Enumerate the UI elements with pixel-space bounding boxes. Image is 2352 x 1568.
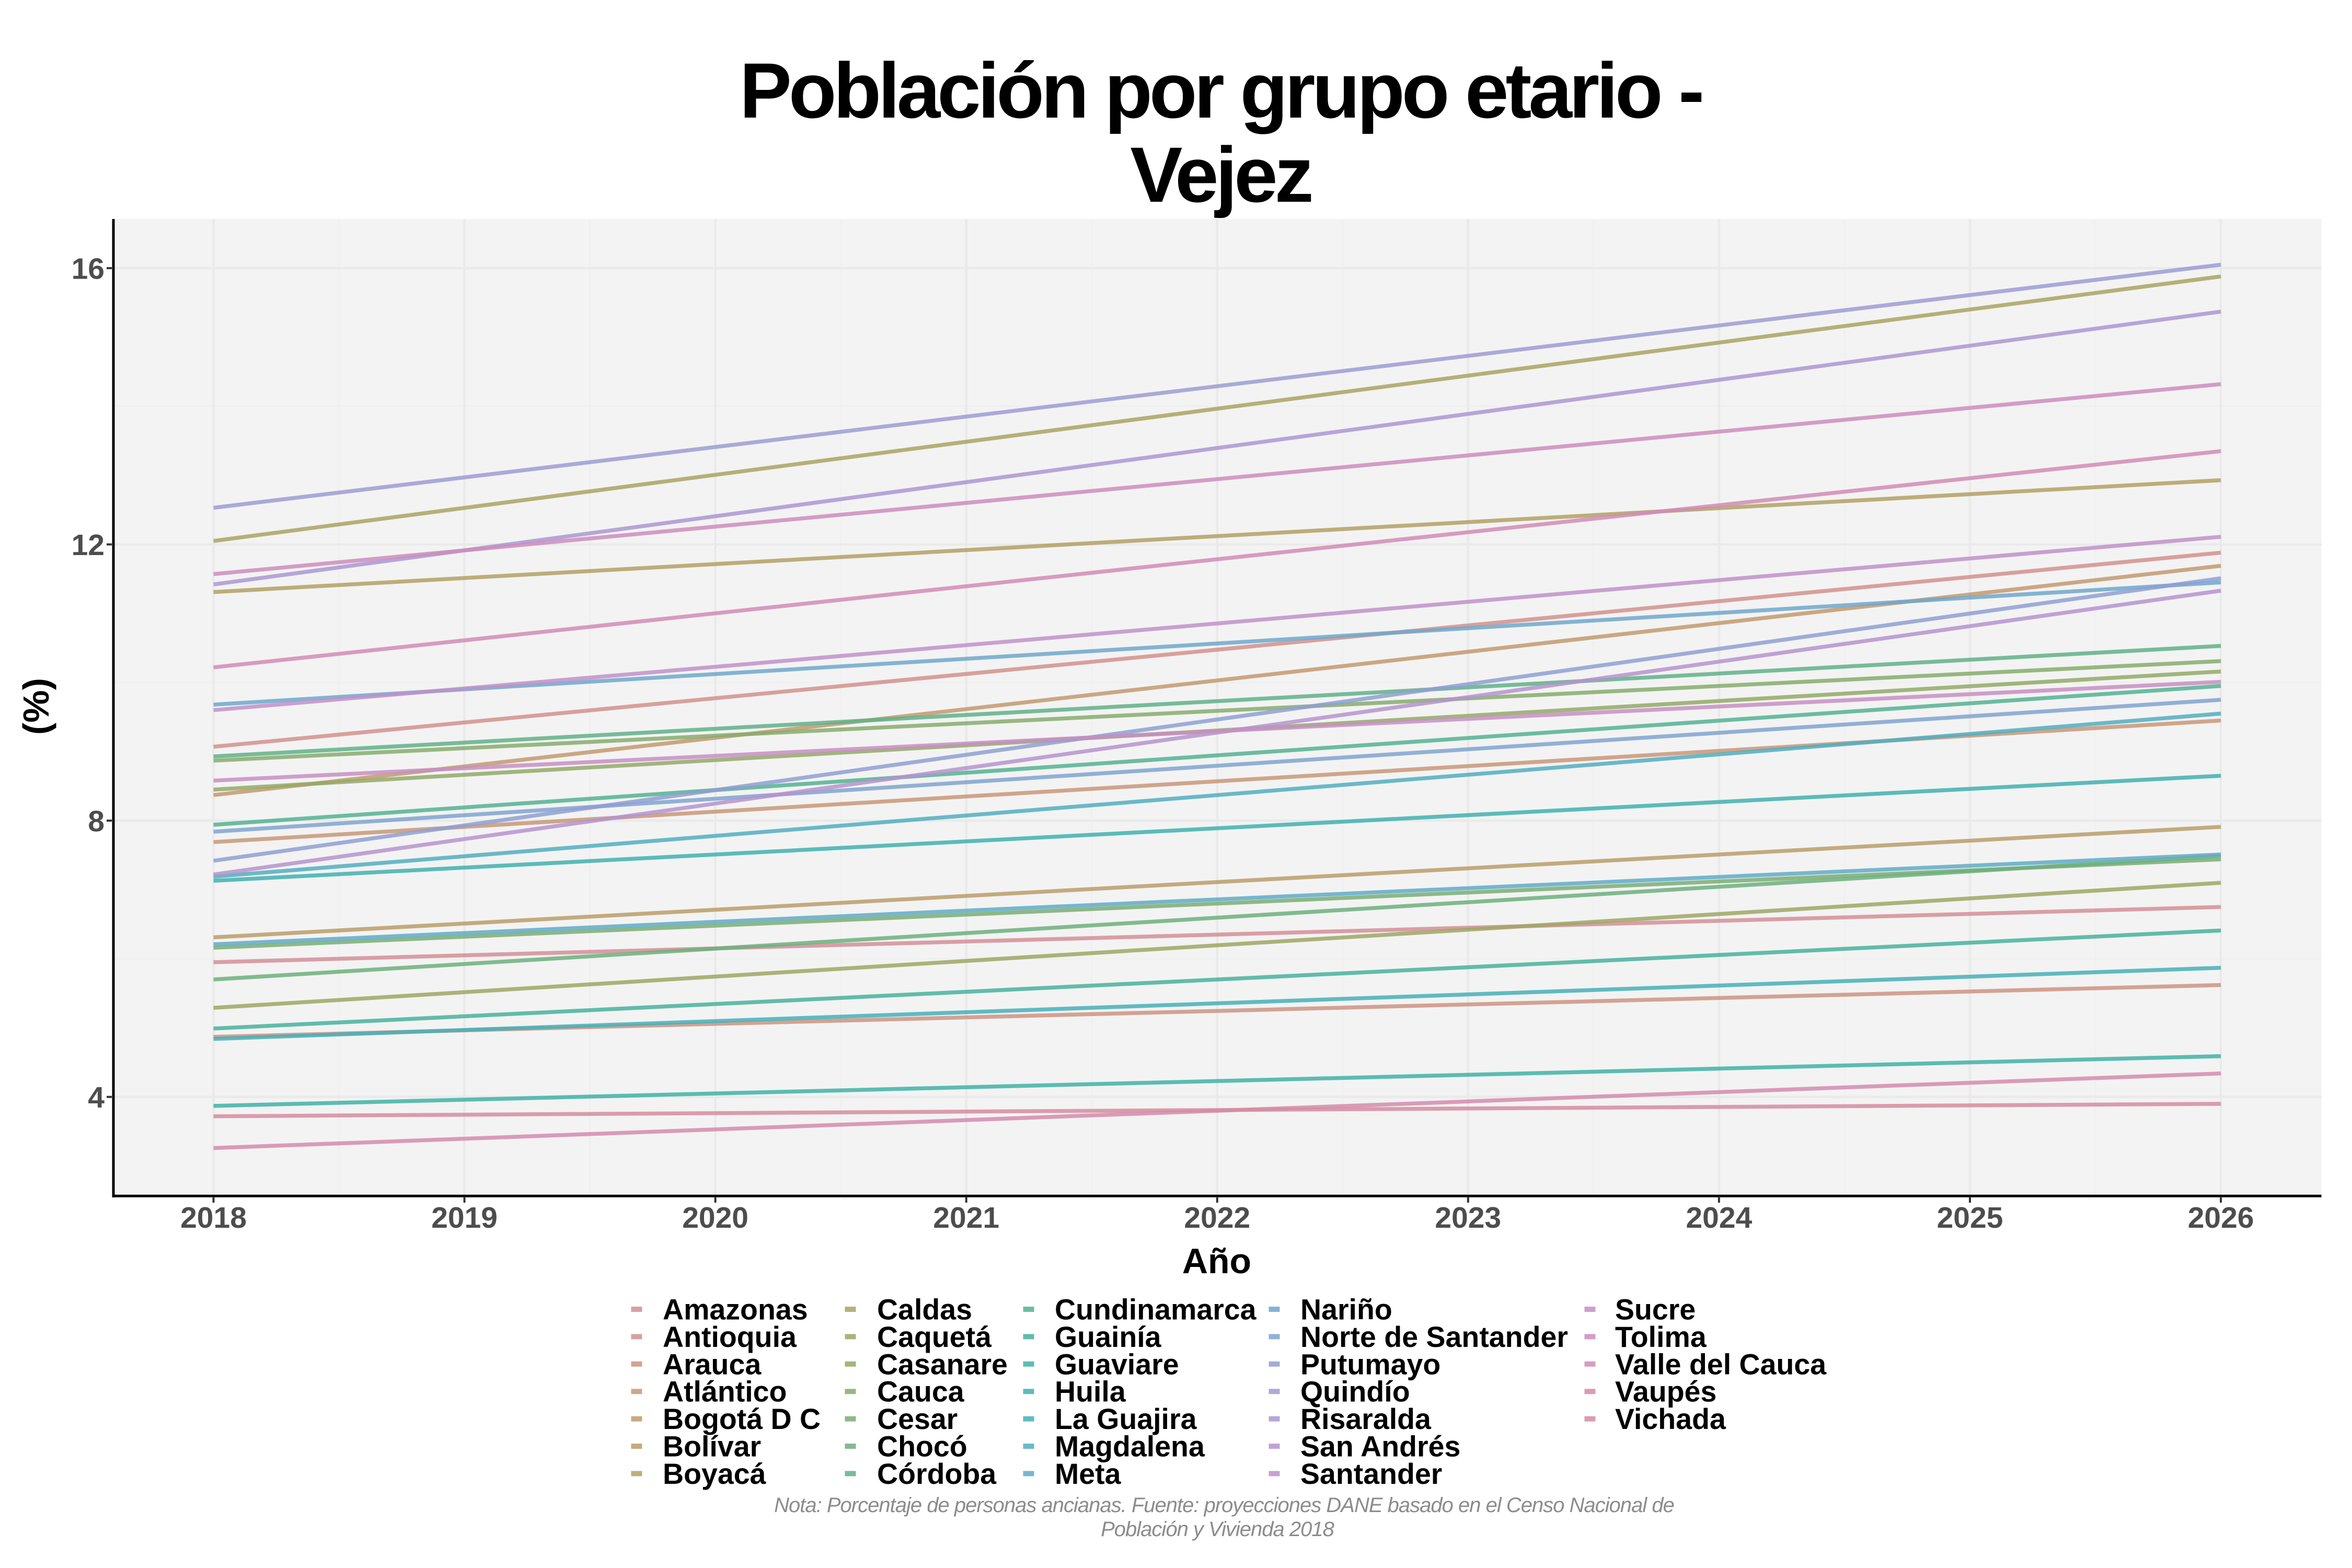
svg-text:Amazonas: Amazonas xyxy=(663,1294,808,1326)
svg-text:Vejez: Vejez xyxy=(1130,131,1311,218)
svg-text:La Guajira: La Guajira xyxy=(1055,1403,1197,1435)
svg-text:Bolívar: Bolívar xyxy=(663,1431,761,1463)
svg-text:8: 8 xyxy=(88,805,105,838)
svg-text:Quindío: Quindío xyxy=(1300,1376,1410,1408)
svg-text:Caquetá: Caquetá xyxy=(877,1321,991,1353)
svg-text:2024: 2024 xyxy=(1686,1201,1752,1235)
svg-text:Bogotá D C: Bogotá D C xyxy=(663,1403,821,1435)
svg-text:2023: 2023 xyxy=(1435,1201,1501,1235)
svg-text:12: 12 xyxy=(72,528,105,562)
svg-text:Cesar: Cesar xyxy=(877,1403,958,1435)
svg-text:Vichada: Vichada xyxy=(1615,1403,1726,1435)
svg-text:Risaralda: Risaralda xyxy=(1300,1403,1432,1435)
svg-text:Magdalena: Magdalena xyxy=(1055,1431,1205,1463)
svg-text:Sucre: Sucre xyxy=(1615,1294,1696,1326)
svg-text:Chocó: Chocó xyxy=(877,1431,967,1463)
svg-text:2025: 2025 xyxy=(1937,1201,2003,1235)
svg-text:Nota: Porcentaje de personas a: Nota: Porcentaje de personas ancianas. F… xyxy=(774,1494,1674,1517)
svg-text:Putumayo: Putumayo xyxy=(1300,1348,1440,1380)
svg-text:2026: 2026 xyxy=(2188,1201,2254,1235)
svg-text:16: 16 xyxy=(72,252,105,286)
svg-text:Nariño: Nariño xyxy=(1300,1294,1392,1326)
svg-text:Boyacá: Boyacá xyxy=(663,1458,766,1490)
svg-text:2021: 2021 xyxy=(933,1201,999,1235)
svg-text:Cundinamarca: Cundinamarca xyxy=(1055,1294,1257,1326)
svg-text:Córdoba: Córdoba xyxy=(877,1458,997,1490)
svg-text:2019: 2019 xyxy=(431,1201,498,1235)
svg-text:San Andrés: San Andrés xyxy=(1300,1431,1460,1463)
svg-text:Vaupés: Vaupés xyxy=(1615,1376,1716,1408)
svg-text:Santander: Santander xyxy=(1300,1458,1442,1490)
svg-text:4: 4 xyxy=(88,1081,105,1114)
svg-text:Arauca: Arauca xyxy=(663,1348,762,1380)
svg-text:Casanare: Casanare xyxy=(877,1348,1008,1380)
svg-text:Atlántico: Atlántico xyxy=(663,1376,787,1408)
svg-text:Huila: Huila xyxy=(1055,1376,1126,1408)
svg-text:Año: Año xyxy=(1182,1241,1251,1281)
svg-text:Cauca: Cauca xyxy=(877,1376,965,1408)
svg-text:2022: 2022 xyxy=(1184,1201,1250,1235)
svg-text:Norte de Santander: Norte de Santander xyxy=(1300,1321,1568,1353)
svg-text:(%): (%) xyxy=(16,678,56,735)
svg-text:Tolima: Tolima xyxy=(1615,1321,1707,1353)
svg-text:Población y Vivienda 2018: Población y Vivienda 2018 xyxy=(1101,1518,1334,1541)
svg-text:2020: 2020 xyxy=(682,1201,748,1235)
svg-text:2018: 2018 xyxy=(180,1201,247,1235)
svg-text:Valle del Cauca: Valle del Cauca xyxy=(1615,1348,1827,1380)
svg-text:Meta: Meta xyxy=(1055,1458,1122,1490)
svg-text:Antioquia: Antioquia xyxy=(663,1321,797,1353)
svg-text:Guaviare: Guaviare xyxy=(1055,1348,1179,1380)
svg-text:Guainía: Guainía xyxy=(1055,1321,1162,1353)
svg-text:Caldas: Caldas xyxy=(877,1294,972,1326)
svg-text:Población por grupo etario -: Población por grupo etario - xyxy=(740,47,1701,134)
